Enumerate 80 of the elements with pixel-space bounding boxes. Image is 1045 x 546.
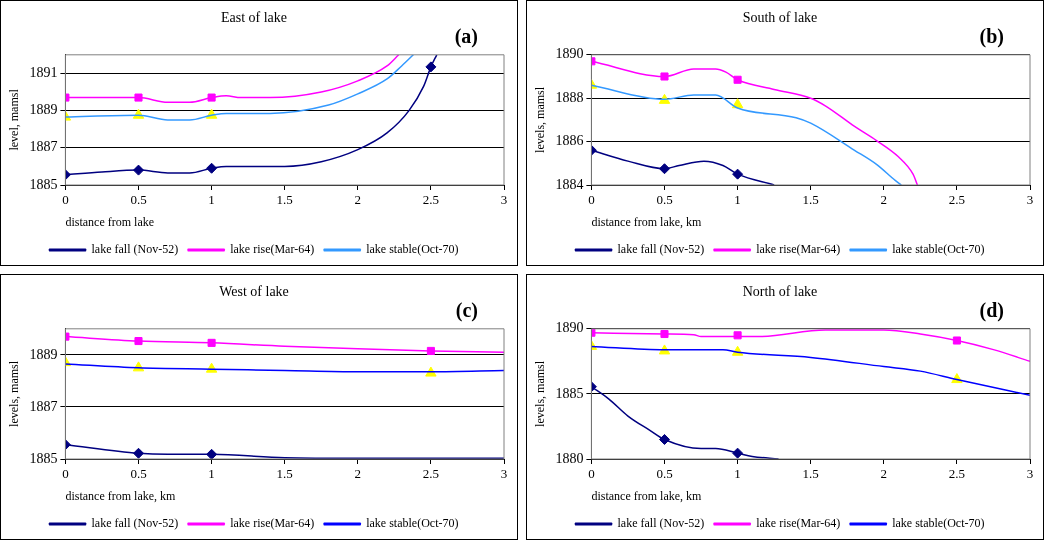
- x-tick-label: 1.5: [276, 192, 293, 208]
- x-tick-label: 0: [62, 192, 69, 208]
- x-tick-label: 1.5: [802, 466, 819, 482]
- legend-label: lake fall (Nov-52): [617, 242, 705, 257]
- x-tick-label: 2: [354, 466, 362, 482]
- line-series: [65, 54, 400, 103]
- legend-label: lake fall (Nov-52): [617, 516, 705, 531]
- chart-title: East of lake: [220, 10, 288, 26]
- legend-label: lake fall (Nov-52): [91, 242, 179, 257]
- point: [207, 93, 216, 102]
- x-tick-label: 2.5: [948, 466, 966, 482]
- point: [733, 331, 742, 340]
- point: [659, 163, 670, 175]
- x-tick-label: 2.5: [422, 192, 440, 208]
- x-tick-label: 3: [1026, 192, 1034, 208]
- point: [952, 336, 961, 345]
- x-tick-label: 2.5: [422, 466, 440, 482]
- x-axis-title: distance from lake, km: [591, 488, 703, 503]
- point: [206, 448, 218, 459]
- x-tick-label: 2: [880, 466, 888, 482]
- y-axis-title: level, mamsl: [7, 88, 22, 151]
- text: (b): [979, 25, 1004, 49]
- legend-label: lake rise(Mar-64): [230, 242, 315, 257]
- chart-title: West of lake: [219, 284, 289, 300]
- x-axis-title: distance from lake, km: [65, 488, 177, 503]
- point: [732, 168, 744, 180]
- y-tick-label: 1880: [555, 450, 584, 466]
- x-tick-label: 0.5: [656, 192, 673, 208]
- legend-label: lake stable(Oct-70): [892, 242, 985, 257]
- x-tick-label: 3: [500, 466, 508, 482]
- legend-label: lake stable(Oct-70): [892, 516, 985, 531]
- chart-title: North of lake: [742, 284, 818, 300]
- x-tick-label: 0: [62, 466, 69, 482]
- y-tick-label: 1885: [555, 385, 584, 401]
- text: (a): [454, 25, 478, 49]
- y-tick-label: 1885: [29, 176, 58, 192]
- x-tick-label: 2: [354, 192, 362, 208]
- x-tick-label: 0: [588, 466, 595, 482]
- x-tick-label: 2.5: [948, 192, 966, 208]
- y-tick-label: 1886: [555, 133, 584, 149]
- line-series: [65, 54, 415, 121]
- x-tick-label: 1: [734, 192, 741, 208]
- point: [660, 72, 669, 81]
- x-tick-label: 1.5: [276, 466, 293, 482]
- y-tick-label: 1887: [29, 139, 58, 155]
- text: (c): [455, 299, 478, 323]
- y-axis-title: levels, mamsl: [533, 360, 548, 427]
- y-axis-title: levels, mamsl: [533, 86, 548, 153]
- y-tick-label: 1889: [29, 102, 58, 118]
- x-axis-title: distance from lake, km: [591, 214, 703, 229]
- y-tick-label: 1884: [555, 176, 584, 192]
- y-tick-label: 1889: [29, 346, 58, 362]
- y-tick-label: 1890: [555, 320, 584, 336]
- y-axis-title: levels, mamsl: [7, 360, 22, 427]
- text: (d): [979, 299, 1004, 323]
- legend-label: lake rise(Mar-64): [756, 516, 841, 531]
- legend-label: lake rise(Mar-64): [756, 242, 841, 257]
- x-axis-title: distance from lake: [65, 214, 155, 229]
- x-tick-label: 2: [880, 192, 888, 208]
- legend-label: lake rise(Mar-64): [230, 516, 315, 531]
- x-tick-label: 1: [208, 466, 215, 482]
- x-tick-label: 0.5: [130, 466, 147, 482]
- x-tick-label: 1.5: [802, 192, 819, 208]
- y-tick-label: 1887: [29, 398, 58, 414]
- x-tick-label: 0.5: [130, 192, 147, 208]
- x-tick-label: 1: [734, 466, 741, 482]
- x-tick-label: 1: [208, 192, 215, 208]
- x-tick-label: 3: [500, 192, 508, 208]
- x-tick-label: 0: [588, 192, 595, 208]
- y-tick-label: 1891: [29, 65, 58, 81]
- y-tick-label: 1890: [555, 46, 584, 62]
- x-tick-label: 0.5: [656, 466, 673, 482]
- y-tick-label: 1885: [29, 450, 58, 466]
- point: [134, 93, 143, 102]
- legend-label: lake fall (Nov-52): [91, 516, 179, 531]
- legend-label: lake stable(Oct-70): [366, 242, 459, 257]
- x-tick-label: 3: [1026, 466, 1034, 482]
- legend-label: lake stable(Oct-70): [366, 516, 459, 531]
- y-tick-label: 1888: [555, 89, 584, 105]
- chart-title: South of lake: [742, 10, 818, 26]
